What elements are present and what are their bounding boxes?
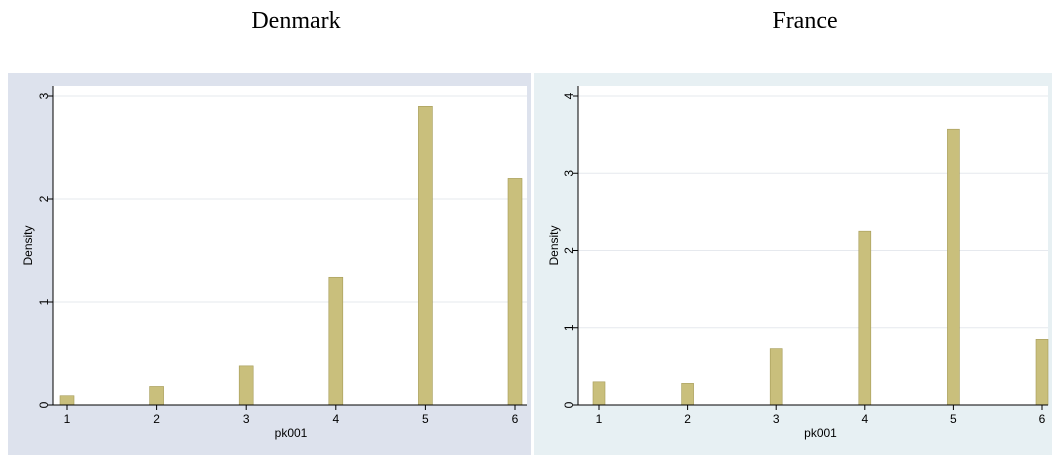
x-tick-label: 6 — [1039, 412, 1046, 426]
y-tick-label: 3 — [37, 92, 51, 99]
x-tick-label: 6 — [512, 412, 519, 426]
bar — [947, 128, 960, 406]
x-axis-label: pk001 — [804, 426, 837, 440]
x-tick-label: 3 — [773, 412, 780, 426]
chart-title-denmark: Denmark — [251, 8, 341, 34]
y-axis-label: Density — [21, 225, 35, 265]
y-tick-label: 4 — [562, 92, 576, 99]
x-tick-label: 5 — [422, 412, 429, 426]
bar — [59, 395, 75, 406]
y-axis-label: Density — [547, 225, 561, 265]
bar — [149, 386, 164, 406]
chart-panel-denmark: 0 1 2 3 1 2 3 4 5 6 pk001 Density — [8, 73, 531, 455]
x-tick-label: 1 — [596, 412, 603, 426]
chart-svg-france: 0 1 2 3 4 1 2 3 4 5 6 pk001 Density — [534, 73, 1052, 455]
x-tick-label: 2 — [153, 412, 160, 426]
bar — [769, 348, 783, 406]
x-tick-label: 2 — [684, 412, 691, 426]
bar — [238, 365, 254, 406]
x-axis-label: pk001 — [275, 426, 308, 440]
chart-title-france: France — [772, 8, 838, 34]
bar — [507, 178, 523, 406]
x-tick-label: 4 — [861, 412, 868, 426]
chart-panel-france: 0 1 2 3 4 1 2 3 4 5 6 pk001 Density — [534, 73, 1052, 455]
y-tick-label: 1 — [562, 324, 576, 331]
y-tick-label: 1 — [37, 298, 51, 305]
bar — [681, 383, 694, 406]
bar — [592, 381, 606, 406]
y-tick-label: 2 — [562, 247, 576, 254]
y-tick-label: 0 — [562, 401, 576, 408]
bar — [858, 230, 872, 406]
x-tick-label: 4 — [332, 412, 339, 426]
y-tick-label: 3 — [562, 170, 576, 177]
x-tick-label: 1 — [64, 412, 71, 426]
y-tick-label: 0 — [37, 401, 51, 408]
plot-area — [53, 86, 527, 405]
x-tick-label: 5 — [950, 412, 957, 426]
y-tick-label: 2 — [37, 195, 51, 202]
chart-svg-denmark: 0 1 2 3 1 2 3 4 5 6 pk001 Density — [8, 73, 531, 455]
bar — [418, 105, 433, 406]
bar — [328, 276, 344, 406]
x-tick-label: 3 — [243, 412, 250, 426]
bar — [1035, 339, 1049, 406]
plot-area — [578, 86, 1048, 405]
